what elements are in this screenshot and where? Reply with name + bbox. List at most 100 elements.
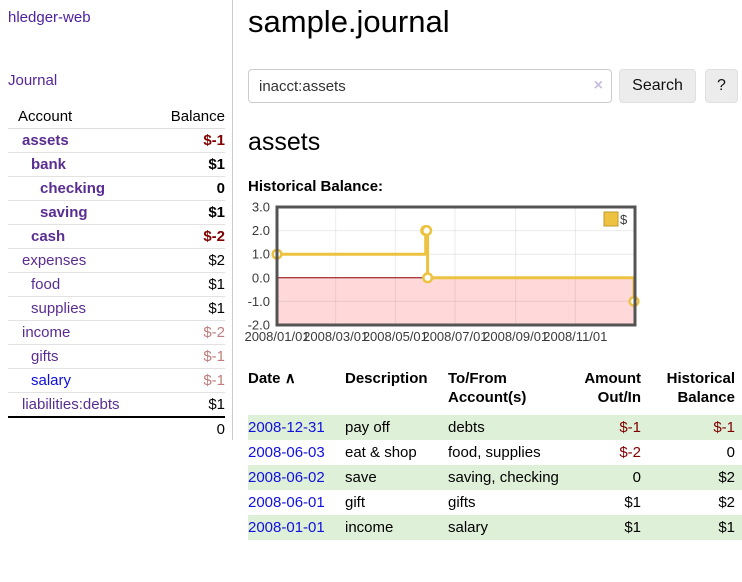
transaction-accounts: debts <box>448 415 560 440</box>
transaction-date-link[interactable]: 2008-06-03 <box>248 444 325 461</box>
balance-column-header2: Historical Balance <box>666 370 735 406</box>
account-row: bank $1 <box>8 152 225 177</box>
account-balance: 0 <box>154 176 225 201</box>
svg-text:2008/07/01: 2008/07/01 <box>422 329 487 344</box>
clear-search-icon[interactable]: × <box>593 77 603 94</box>
account-balance: $1 <box>154 296 225 321</box>
register-row: 2008-06-02 save saving, checking 0 $2 <box>248 465 742 490</box>
account-row: assets $-1 <box>8 128 225 153</box>
account-row: gifts $-1 <box>8 344 225 369</box>
svg-text:2008/01/01: 2008/01/01 <box>244 329 309 344</box>
transaction-balance: $2 <box>645 465 742 490</box>
svg-text:1.0: 1.0 <box>252 247 270 262</box>
main-content: sample.journal × Search ? assets Histori… <box>244 0 742 540</box>
transaction-amount: $1 <box>560 515 645 540</box>
balance-chart: 3.0 2.0 1.0 0.0 -1.0 -2.0 2008/01/01 2008/03/01… <box>244 200 742 344</box>
transaction-balance: 0 <box>726 444 735 461</box>
register-row: 2008-06-01 gift gifts $1 $2 <box>248 490 742 515</box>
transaction-balance: $1 <box>645 515 742 540</box>
svg-text:2008/03/01: 2008/03/01 <box>303 329 368 344</box>
account-balance: $1 <box>154 272 225 297</box>
account-link-supplies[interactable]: supplies <box>31 300 87 317</box>
transaction-accounts: salary <box>448 515 560 540</box>
svg-text:$: $ <box>620 212 628 227</box>
chart-title: Historical Balance: <box>248 178 384 195</box>
transaction-balance: $-1 <box>645 415 742 440</box>
account-link-bank[interactable]: bank <box>31 156 67 173</box>
register-row: 2008-12-31 pay off debts $-1 $-1 <box>248 415 742 440</box>
sidebar-item-journal[interactable]: Journal <box>8 72 58 89</box>
svg-text:2008/11/01: 2008/11/01 <box>543 329 607 344</box>
account-row: salary $-1 <box>8 368 225 393</box>
account-link-checking[interactable]: checking <box>40 180 106 197</box>
svg-text:3.0: 3.0 <box>252 200 270 215</box>
transaction-amount: $1 <box>624 494 641 511</box>
account-link-expenses[interactable]: expenses <box>22 252 87 269</box>
transaction-date-link[interactable]: 2008-12-31 <box>248 419 325 436</box>
search-form: × Search ? <box>248 69 742 103</box>
accounts-total: 0 <box>154 416 225 441</box>
register-header-row: Date ∧ Description To/From Account(s) Am… <box>248 367 742 409</box>
account-heading: assets <box>248 128 321 156</box>
account-link-liabilities-debts[interactable]: liabilities:debts <box>22 396 120 413</box>
account-balance: $1 <box>154 392 225 418</box>
transaction-description: gift <box>345 494 366 511</box>
amount-column-header: Amount Out/In <box>584 370 641 406</box>
transaction-accounts: food, supplies <box>448 444 541 461</box>
search-button[interactable]: Search <box>619 69 696 103</box>
account-balance: $-1 <box>154 368 225 393</box>
account-row: saving $1 <box>8 200 225 225</box>
transaction-description: pay off <box>345 415 448 440</box>
account-link-food[interactable]: food <box>31 276 61 293</box>
account-balance: $-2 <box>154 320 225 345</box>
balance-column-header: Balance <box>154 105 225 129</box>
svg-text:2.0: 2.0 <box>252 223 270 238</box>
register-row: 2008-06-03 eat & shop food, supplies $-2 0 <box>248 440 742 465</box>
transaction-accounts: saving, checking <box>448 465 560 490</box>
account-row: food $1 <box>8 272 225 297</box>
description-column-header: Description <box>345 370 428 387</box>
account-balance: $-2 <box>154 224 225 249</box>
help-button[interactable]: ? <box>705 69 738 103</box>
account-row: expenses $2 <box>8 248 225 273</box>
search-input[interactable] <box>248 69 612 103</box>
account-column-header2: To/From Account(s) <box>448 370 527 406</box>
transaction-description: eat & shop <box>345 444 417 461</box>
account-link-cash[interactable]: cash <box>31 228 66 245</box>
account-link-salary[interactable]: salary <box>31 372 72 389</box>
account-row: income $-2 <box>8 320 225 345</box>
svg-text:-2.0: -2.0 <box>248 318 270 333</box>
account-row: supplies $1 <box>8 296 225 321</box>
app-title-link[interactable]: hledger-web <box>8 9 91 26</box>
accounts-table: Account Balance assets $-1 bank $1 checking 0… <box>8 105 225 441</box>
svg-text:-1.0: -1.0 <box>248 294 270 309</box>
account-row: cash $-2 <box>8 224 225 249</box>
account-balance: $1 <box>154 152 225 177</box>
transaction-date-link[interactable]: 2008-01-01 <box>248 519 325 536</box>
register-row: 2008-01-01 income salary $1 $1 <box>248 515 742 540</box>
transaction-date-link[interactable]: 2008-06-01 <box>248 494 325 511</box>
accounts-header-row: Account Balance <box>8 105 225 129</box>
account-link-assets[interactable]: assets <box>22 132 69 149</box>
svg-text:2008/05/01: 2008/05/01 <box>363 329 428 344</box>
page-title: sample.journal <box>248 4 450 39</box>
account-balance: $1 <box>154 200 225 225</box>
register-table: Date ∧ Description To/From Account(s) Am… <box>248 367 742 540</box>
sidebar: hledger-web Journal Account Balance asse… <box>0 0 233 441</box>
svg-text:2008/09/01: 2008/09/01 <box>483 329 548 344</box>
transaction-balance: $2 <box>718 494 735 511</box>
account-row: liabilities:debts $1 <box>8 392 225 418</box>
account-row: checking 0 <box>8 176 225 201</box>
sort-ascending-icon: ∧ <box>284 370 296 387</box>
account-link-gifts[interactable]: gifts <box>31 348 59 365</box>
account-link-saving[interactable]: saving <box>40 204 88 221</box>
date-column-header: Date ∧ <box>248 370 296 387</box>
accounts-total-row: 0 <box>8 416 225 441</box>
svg-text:0.0: 0.0 <box>252 270 270 285</box>
account-column-header: Account <box>8 105 155 129</box>
transaction-description: income <box>345 515 448 540</box>
transaction-accounts: gifts <box>448 494 476 511</box>
transaction-date-link[interactable]: 2008-06-02 <box>248 469 325 486</box>
transaction-description: save <box>345 465 448 490</box>
account-link-income[interactable]: income <box>22 324 71 341</box>
